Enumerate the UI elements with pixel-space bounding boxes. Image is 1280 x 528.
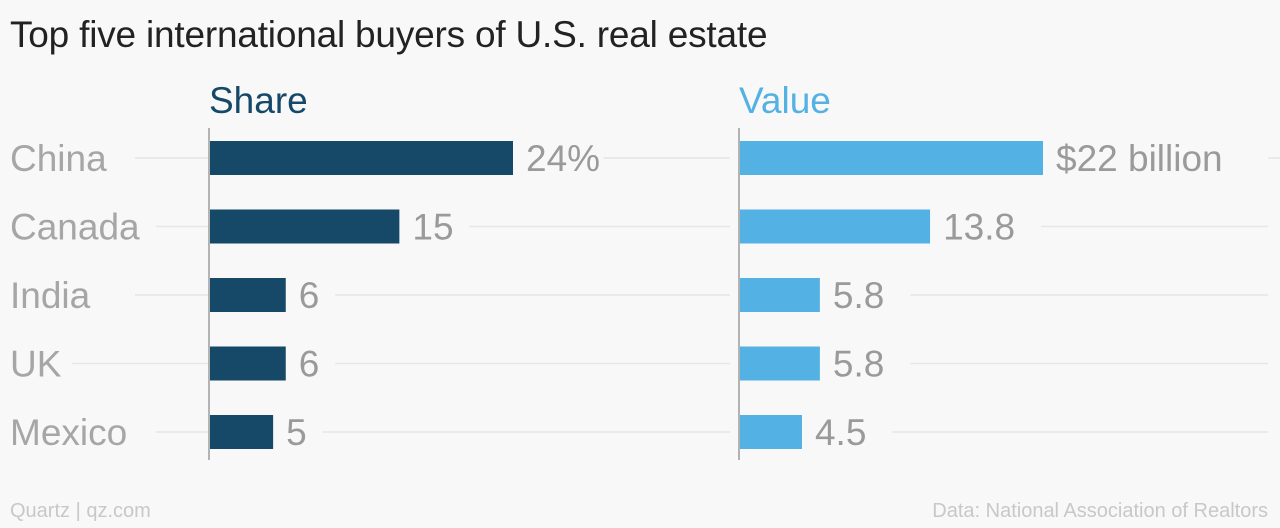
- data-label: 5.8: [833, 275, 884, 316]
- data-label: $22 billion: [1056, 138, 1223, 179]
- category-labels: China Canada India UK Mexico: [10, 138, 140, 453]
- bar: [740, 278, 820, 312]
- bar: [210, 209, 400, 244]
- category-label: India: [10, 275, 91, 316]
- panel-title: Share: [209, 80, 308, 121]
- category-label: Canada: [10, 207, 140, 248]
- data-label: 4.5: [815, 412, 866, 453]
- panel-title: Value: [739, 80, 831, 121]
- gridlines: [72, 157, 1280, 433]
- bar: [740, 209, 931, 244]
- category-label: UK: [10, 344, 62, 385]
- bar: [210, 415, 274, 449]
- data-label: 5: [286, 412, 307, 453]
- bar: [210, 141, 513, 175]
- chart-title: Top five international buyers of U.S. re…: [10, 14, 768, 55]
- bar: [740, 141, 1043, 175]
- bar: [210, 346, 286, 381]
- bars: [210, 141, 1043, 449]
- footer-source-left: Quartz | qz.com: [10, 500, 151, 522]
- category-label: Mexico: [10, 412, 127, 453]
- data-label: 5.8: [833, 344, 884, 385]
- data-label: 6: [299, 275, 320, 316]
- panel-titles: Share Value: [209, 80, 831, 121]
- footer-source-right: Data: National Association of Realtors: [932, 500, 1268, 522]
- bar: [740, 415, 802, 449]
- data-label: 15: [412, 207, 453, 248]
- category-label: China: [10, 138, 107, 179]
- data-label: 24%: [526, 138, 600, 179]
- axes: [208, 128, 740, 460]
- bar: [740, 346, 820, 381]
- bar: [210, 278, 286, 312]
- value-labels: 24% 15 6 6 5 $22 billion 13.8 5.8 5.8 4.5: [286, 138, 1223, 453]
- data-label: 13.8: [943, 207, 1015, 248]
- data-label: 6: [299, 344, 320, 385]
